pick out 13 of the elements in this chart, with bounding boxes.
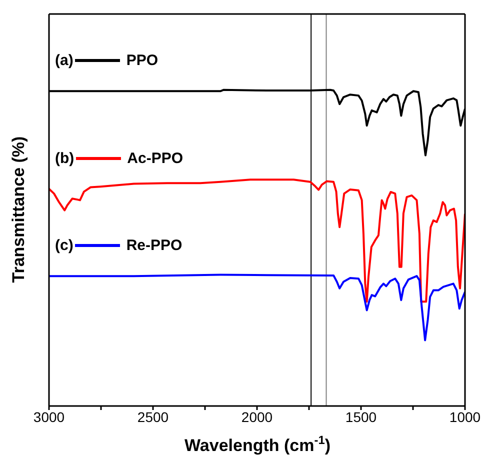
x-tick-label: 2500 <box>137 408 169 425</box>
annotation: (b) <box>55 150 74 167</box>
text: (a) <box>55 52 74 69</box>
annotation: (c) <box>55 237 74 254</box>
legend-label: Re-PPO <box>126 237 182 254</box>
y-axis-title: Transmittance (%) <box>9 136 28 283</box>
x-tick-label: 2000 <box>241 408 273 425</box>
x-tick-label: 1000 <box>449 408 481 425</box>
x-tick-label: 3000 <box>33 408 65 425</box>
legend-label: PPO <box>126 52 158 69</box>
legend-label: Ac-PPO <box>127 150 184 167</box>
x-axis-title: Wavelength (cm$^{-1}$) <box>184 433 330 455</box>
x-tick-label: 1500 <box>345 408 377 425</box>
